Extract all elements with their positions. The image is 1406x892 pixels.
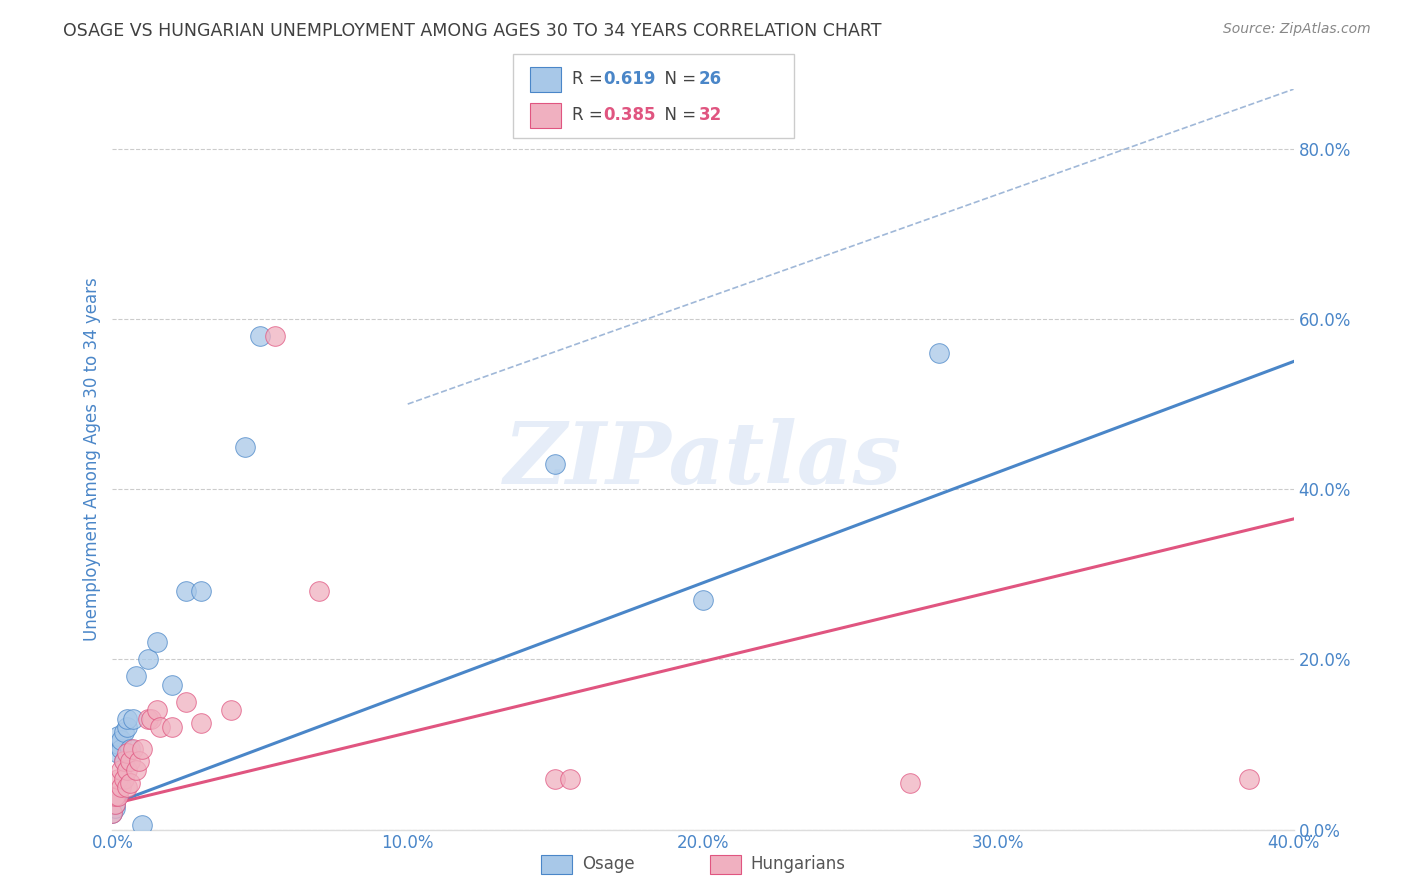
Point xyxy=(120,755,142,769)
Point xyxy=(160,721,183,735)
Point xyxy=(104,797,127,811)
Point xyxy=(110,780,132,794)
Point xyxy=(110,733,132,747)
Point xyxy=(117,746,138,760)
Text: OSAGE VS HUNGARIAN UNEMPLOYMENT AMONG AGES 30 TO 34 YEARS CORRELATION CHART: OSAGE VS HUNGARIAN UNEMPLOYMENT AMONG AG… xyxy=(63,22,882,40)
Point xyxy=(107,772,129,786)
Text: 32: 32 xyxy=(699,106,723,124)
Point xyxy=(117,721,138,735)
Point xyxy=(558,772,582,786)
Point xyxy=(131,818,153,832)
Point xyxy=(107,746,129,760)
Point xyxy=(219,703,242,717)
Text: ZIPatlas: ZIPatlas xyxy=(503,417,903,501)
Point xyxy=(101,805,124,820)
Text: 0.619: 0.619 xyxy=(603,70,655,88)
Point xyxy=(190,716,212,731)
Text: Hungarians: Hungarians xyxy=(751,855,846,873)
Point xyxy=(104,797,127,811)
Point xyxy=(112,772,135,786)
Text: 0.385: 0.385 xyxy=(603,106,655,124)
Text: 26: 26 xyxy=(699,70,721,88)
Point xyxy=(104,801,127,815)
Point xyxy=(544,457,567,471)
Point xyxy=(146,635,169,649)
Text: R =: R = xyxy=(572,106,609,124)
Point xyxy=(136,652,159,666)
Point xyxy=(692,592,714,607)
Point xyxy=(1239,772,1261,786)
Point xyxy=(898,776,921,790)
Text: Osage: Osage xyxy=(582,855,634,873)
Point xyxy=(117,780,138,794)
Point xyxy=(112,755,135,769)
Point xyxy=(249,329,271,343)
Point xyxy=(110,763,132,777)
Text: N =: N = xyxy=(654,70,702,88)
Point xyxy=(117,712,138,726)
Point xyxy=(120,776,142,790)
Point xyxy=(136,712,159,726)
Point xyxy=(928,346,950,360)
Point xyxy=(107,789,129,803)
Point xyxy=(125,669,148,683)
Text: R =: R = xyxy=(572,70,609,88)
Point xyxy=(110,741,132,756)
Point xyxy=(104,789,127,803)
Text: Source: ZipAtlas.com: Source: ZipAtlas.com xyxy=(1223,22,1371,37)
Point xyxy=(131,741,153,756)
Point xyxy=(544,772,567,786)
Text: N =: N = xyxy=(654,106,702,124)
Point xyxy=(174,695,197,709)
Point xyxy=(160,678,183,692)
Point xyxy=(112,724,135,739)
Point xyxy=(112,755,135,769)
Point xyxy=(139,712,162,726)
Point xyxy=(264,329,287,343)
Point xyxy=(122,741,145,756)
Point xyxy=(146,703,169,717)
Y-axis label: Unemployment Among Ages 30 to 34 years: Unemployment Among Ages 30 to 34 years xyxy=(83,277,101,641)
Point xyxy=(122,712,145,726)
Point xyxy=(128,755,150,769)
Point xyxy=(149,721,172,735)
Point xyxy=(107,729,129,743)
Point xyxy=(120,741,142,756)
Point xyxy=(117,763,138,777)
Point xyxy=(174,584,197,599)
Point xyxy=(190,584,212,599)
Point xyxy=(233,440,256,454)
Point xyxy=(101,805,124,820)
Point xyxy=(107,738,129,752)
Point xyxy=(308,584,330,599)
Point xyxy=(125,763,148,777)
